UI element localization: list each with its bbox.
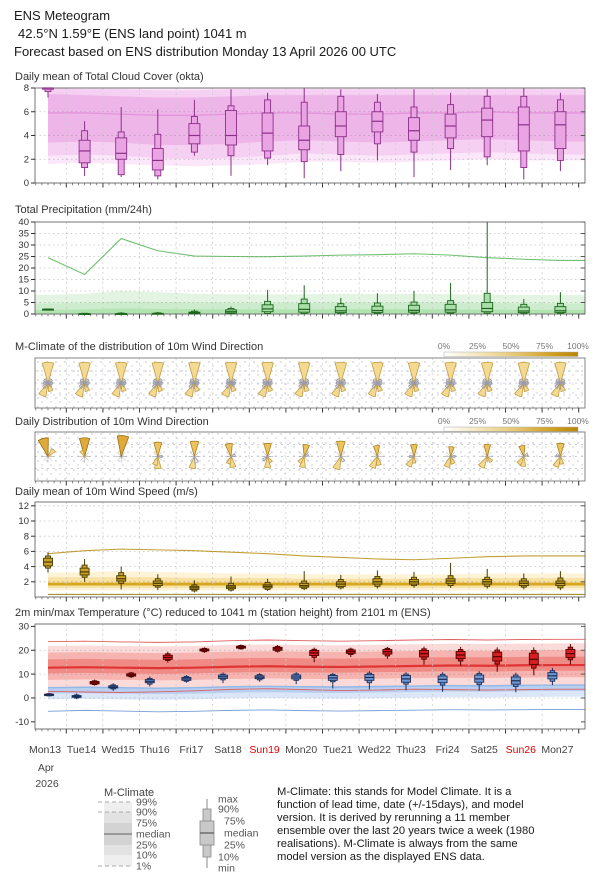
panel-cloud: 0 2 4 6 8: [24, 83, 586, 189]
svg-text:max: max: [218, 794, 239, 806]
svg-text:40: 40: [18, 217, 29, 228]
svg-text:10: 10: [18, 286, 29, 297]
x-axis-label-tue21: Tue21: [323, 744, 353, 756]
svg-text:10: 10: [18, 669, 29, 680]
panel-wspeed: 2 4 6 8 10 12: [18, 501, 586, 602]
svg-text:20: 20: [18, 263, 29, 274]
x-axis-label-thu16: Thu16: [139, 744, 170, 756]
svg-text:30: 30: [18, 240, 29, 251]
svg-text:50%: 50%: [502, 341, 519, 351]
svg-text:10%: 10%: [218, 852, 239, 864]
panel-temp: -10 0 10 20 30: [15, 622, 586, 734]
x-axis-label-wed15: Wed15: [101, 744, 135, 756]
svg-text:8: 8: [24, 531, 29, 542]
x-axis-label-sun26: Sun26: [505, 744, 536, 756]
svg-text:8: 8: [24, 83, 29, 94]
forecast-basetime-line: Forecast based on ENS distribution Monda…: [14, 44, 397, 59]
x-axis-label-wed22: Wed22: [357, 744, 391, 756]
panel-title-precip: Total Precipitation (mm/24h): [15, 204, 152, 216]
x-axis-label-sat25: Sat25: [470, 744, 498, 756]
svg-text:median: median: [136, 829, 171, 841]
footnote-line: realisations). M-Climate is always from …: [277, 837, 518, 850]
x-axis-label-fri17: Fri17: [179, 744, 204, 756]
legend-block: M-Climate99%90%75%median25%10%1%max90%75…: [98, 787, 259, 875]
svg-text:75%: 75%: [136, 818, 157, 830]
svg-text:75%: 75%: [224, 816, 245, 828]
panel-title-windspeed: Daily mean of 10m Wind Speed (m/s): [15, 486, 198, 498]
svg-text:0: 0: [24, 693, 29, 704]
svg-text:50%: 50%: [502, 416, 519, 426]
footnote-line: ensemble over the last 20 years twice a …: [277, 824, 535, 837]
svg-text:25%: 25%: [136, 840, 157, 852]
svg-text:30: 30: [18, 622, 29, 633]
svg-text:5: 5: [24, 298, 29, 309]
svg-text:99%: 99%: [136, 797, 157, 809]
x-axis-year: 2026: [35, 778, 59, 790]
svg-text:100%: 100%: [567, 341, 589, 351]
svg-text:15: 15: [18, 275, 29, 286]
svg-text:2: 2: [24, 577, 29, 588]
svg-text:35: 35: [18, 229, 29, 240]
svg-text:75%: 75%: [536, 341, 553, 351]
svg-text:2: 2: [24, 154, 29, 165]
x-axis-month: Apr: [37, 762, 55, 774]
svg-text:4: 4: [24, 562, 29, 573]
svg-text:12: 12: [18, 501, 29, 512]
footnote-line: M-Climate: this stands for Model Climate…: [277, 786, 512, 798]
svg-text:median: median: [224, 828, 259, 840]
page-title: ENS Meteogram: [14, 8, 111, 23]
svg-text:M-Climate: M-Climate: [104, 787, 154, 799]
x-axis-label-thu23: Thu23: [396, 744, 426, 756]
svg-text:1%: 1%: [136, 861, 151, 873]
panel-title-cloud: Daily mean of Total Cloud Cover (okta): [15, 71, 204, 83]
panel-wdirM: 0% 25% 50% 75% 100%: [34, 341, 589, 413]
panel-wdirD: 0% 25% 50% 75% 100%: [34, 416, 589, 486]
svg-text:90%: 90%: [136, 807, 157, 819]
svg-text:90%: 90%: [218, 804, 239, 816]
svg-text:0: 0: [24, 178, 29, 189]
svg-text:10: 10: [18, 516, 29, 527]
svg-text:25%: 25%: [224, 840, 245, 852]
svg-text:25%: 25%: [469, 341, 486, 351]
svg-text:10%: 10%: [136, 850, 157, 862]
svg-text:25%: 25%: [469, 416, 486, 426]
svg-text:0: 0: [24, 309, 29, 320]
x-axis-label-mon27: Mon27: [541, 744, 574, 756]
panel-title-winddir-mclimate: M-Climate of the distribution of 10m Win…: [15, 341, 264, 353]
svg-text:25: 25: [18, 252, 29, 263]
x-axis-label-mon20: Mon20: [285, 744, 318, 756]
location-line: 42.5°N 1.59°E (ENS land point) 1041 m: [18, 26, 247, 41]
x-axis-label-tue14: Tue14: [66, 744, 97, 756]
x-axis-label-mon13: Mon13: [28, 744, 62, 756]
svg-text:100%: 100%: [567, 416, 589, 426]
svg-text:-10: -10: [15, 717, 29, 728]
svg-text:6: 6: [24, 547, 29, 558]
footnote-line: version. It is derived by rerunning a 11…: [277, 811, 510, 824]
footnote-line: model version as the displayed ENS data.: [277, 850, 485, 863]
svg-text:75%: 75%: [536, 416, 553, 426]
svg-text:20: 20: [18, 645, 29, 656]
x-axis-label-sat18: Sat18: [214, 744, 242, 756]
svg-text:min: min: [218, 863, 235, 875]
svg-text:0%: 0%: [438, 416, 451, 426]
x-axis-label-sun19: Sun19: [249, 744, 280, 756]
footnote-line: function of lead time, date (+/-15days),…: [277, 798, 524, 811]
panel-title-winddir-daily: Daily Distribution of 10m Wind Direction: [15, 416, 209, 428]
panel-title-temperature: 2m min/max Temperature (°C) reduced to 1…: [15, 607, 431, 619]
svg-text:4: 4: [24, 131, 29, 142]
svg-text:0%: 0%: [438, 341, 451, 351]
svg-text:6: 6: [24, 107, 29, 118]
x-axis-label-fri24: Fri24: [435, 744, 460, 756]
mclimate-footnote: M-Climate: this stands for Model Climate…: [277, 786, 597, 863]
